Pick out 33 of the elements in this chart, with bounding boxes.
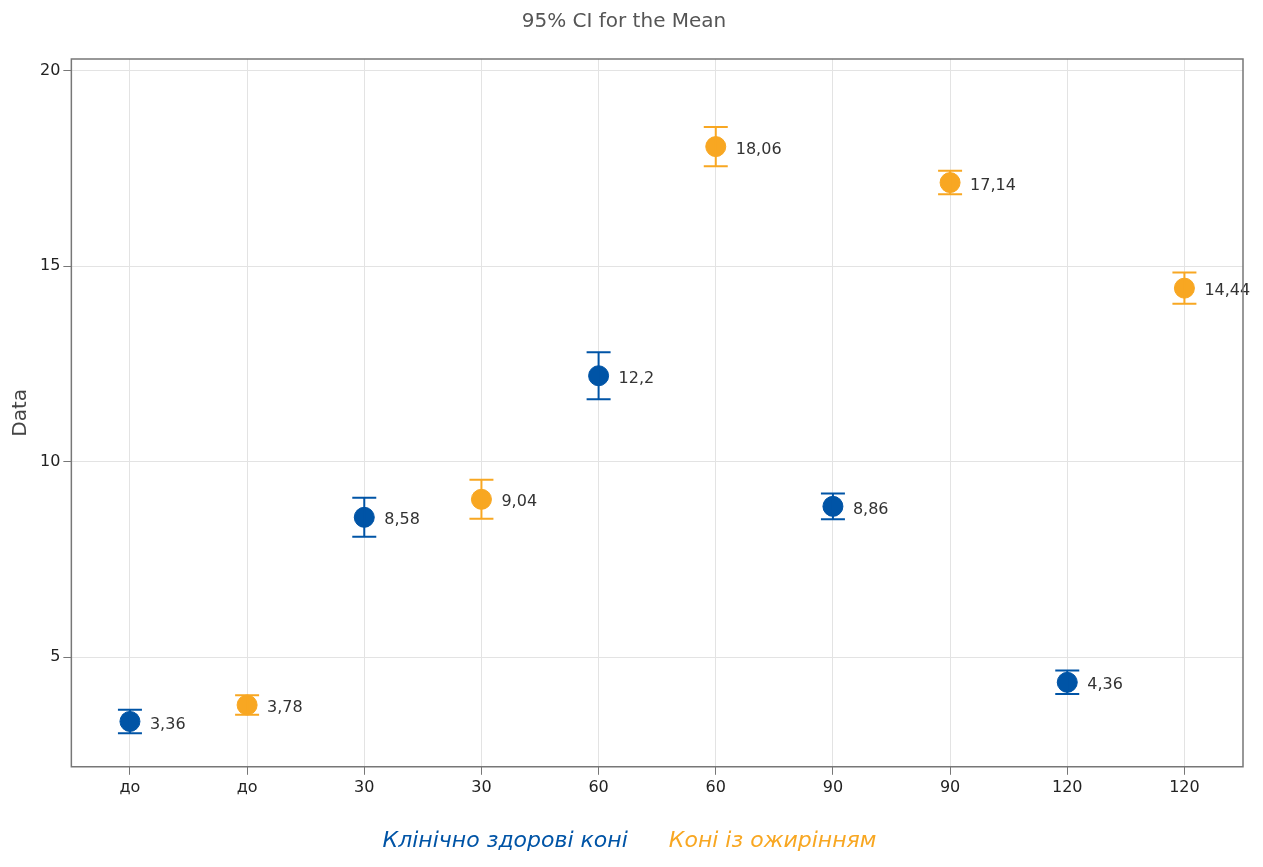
chart-title: 95% CI for the Mean xyxy=(521,8,727,33)
data-label: 17,14 xyxy=(970,174,1016,194)
x-tick-label: 90 xyxy=(939,776,961,796)
point xyxy=(353,506,375,528)
point xyxy=(470,488,492,510)
x-tick-label: 30 xyxy=(471,776,492,796)
data-label: 4,36 xyxy=(1087,674,1123,694)
y-tick-label: 20 xyxy=(40,59,61,79)
y-tick-label: 5 xyxy=(50,646,61,666)
x-tick-label: 60 xyxy=(588,776,609,796)
text: Клінічно здорові коні xyxy=(382,826,628,852)
point xyxy=(1173,277,1195,299)
data-label: 9,04 xyxy=(501,491,538,511)
data-label: 12,2 xyxy=(618,367,655,387)
x-tick-label: до xyxy=(236,776,258,796)
x-tick-label: 120 xyxy=(1051,776,1083,796)
data-label: 14,44 xyxy=(1204,280,1251,300)
x-tick-label: 120 xyxy=(1169,776,1200,796)
text: Коні із ожирінням xyxy=(668,826,877,852)
y-tick-label: 10 xyxy=(40,450,61,470)
point xyxy=(588,365,610,387)
y-tick-label: 15 xyxy=(40,255,61,275)
data-label: 18,06 xyxy=(735,138,782,158)
x-tick-label: 60 xyxy=(705,776,726,796)
y-axis-title: Data xyxy=(7,389,32,437)
point xyxy=(705,136,727,158)
data-label: 8,58 xyxy=(384,509,420,529)
data-label: 8,86 xyxy=(852,498,889,518)
x-tick-label: 30 xyxy=(354,776,375,796)
x-tick-label: 90 xyxy=(822,776,844,796)
x-tick-label: до xyxy=(119,776,141,796)
data-label: 3,78 xyxy=(267,697,303,717)
data-label: 3,36 xyxy=(149,713,186,733)
